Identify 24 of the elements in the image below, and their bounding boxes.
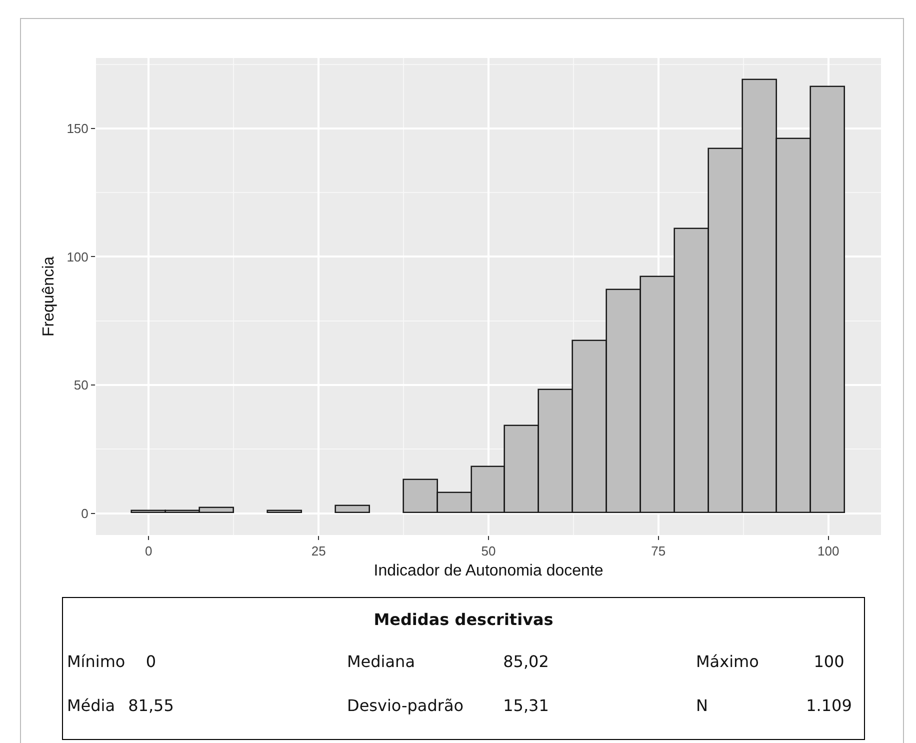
x-tick-label: 75 [651,544,666,559]
text: 100 [814,652,844,671]
text: Máximo [696,652,759,671]
text: 85,02 [503,652,549,671]
text: Mínimo [67,652,126,671]
text: 0 [146,652,156,671]
x-tick-label: 50 [481,544,496,559]
x-tick-label: 0 [145,544,152,559]
text: Média [67,696,116,715]
text: Desvio-padrão [347,696,464,715]
y-tick-label: 100 [66,249,88,264]
y-tick-label: 150 [66,120,88,136]
text: 1.109 [806,696,852,715]
x-axis-title: Indicador de Autonomia docente [374,562,604,580]
y-tick-label: 50 [74,378,88,393]
text: 15,31 [503,696,549,715]
text: N [696,696,708,715]
text: Mediana [347,652,415,671]
x-tick-label: 100 [817,544,840,559]
y-axis-title: Frequência [40,256,58,337]
text: Medidas descritivas [372,610,554,631]
x-tick-label: 25 [311,544,326,559]
text: 81,55 [128,696,174,715]
y-tick-label: 0 [81,506,88,521]
